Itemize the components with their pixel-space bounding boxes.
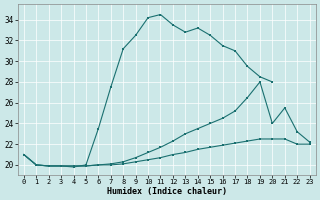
X-axis label: Humidex (Indice chaleur): Humidex (Indice chaleur) <box>107 187 227 196</box>
